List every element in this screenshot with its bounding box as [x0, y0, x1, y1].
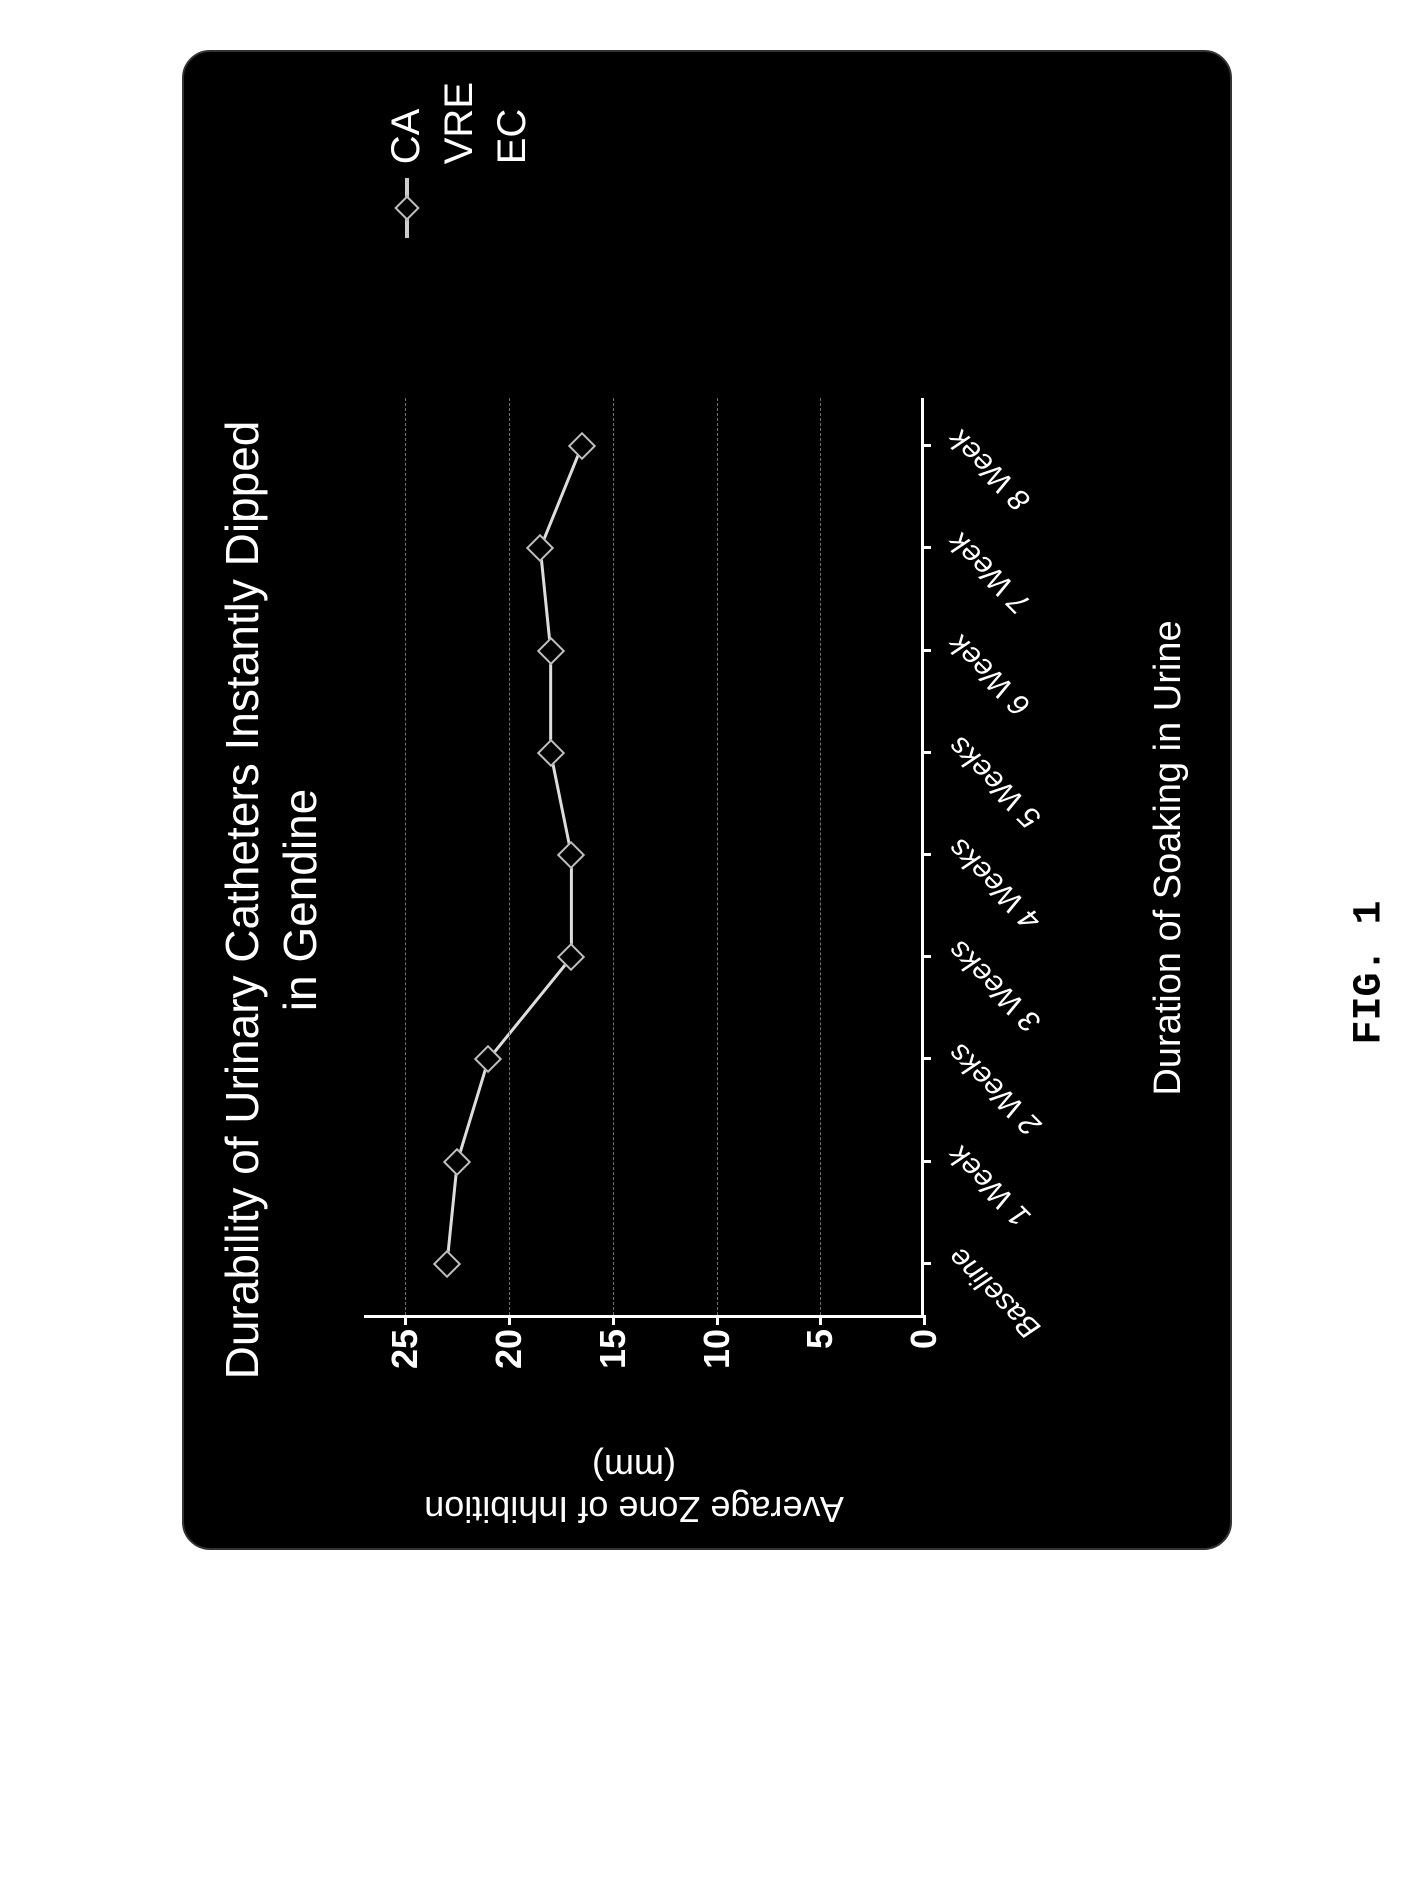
- x-tick-mark: [921, 1057, 931, 1060]
- x-axis-label: Duration of Soaking in Urine: [1147, 398, 1190, 1318]
- x-tick-text: 3 Weeks: [942, 933, 1048, 1039]
- chart-container: Durability of Urinary Catheters Instantl…: [182, 50, 1232, 1550]
- x-tick-text: 1 Week: [942, 1138, 1038, 1234]
- x-tick-text: 7 Week: [942, 524, 1038, 620]
- legend-label-ca: CA: [384, 109, 429, 165]
- x-tick-text: Baseline: [942, 1240, 1047, 1345]
- y-tick-mark: [819, 1315, 822, 1325]
- gridline: [820, 398, 821, 1315]
- y-tick-label: 20: [488, 1329, 530, 1369]
- y-tick-label: 0: [903, 1329, 945, 1349]
- page: Durability of Urinary Catheters Instantl…: [0, 0, 1414, 1898]
- gridline: [405, 398, 406, 1315]
- x-tick-mark: [921, 444, 931, 447]
- y-tick-mark: [404, 1315, 407, 1325]
- y-tick-mark: [612, 1315, 615, 1325]
- x-tick-text: 8 Week: [942, 422, 1038, 518]
- gridline: [717, 398, 718, 1315]
- y-tick-label: 25: [384, 1329, 426, 1369]
- y-tick-label: 5: [799, 1329, 841, 1349]
- figure-label: FIG. 1: [1348, 873, 1393, 1073]
- x-tick-mark: [921, 649, 931, 652]
- y-tick-mark: [923, 1315, 926, 1325]
- chart-title: Durability of Urinary Catheters Instantl…: [214, 252, 329, 1548]
- chart-title-line2: in Gendine: [274, 789, 326, 1012]
- series-svg: [364, 395, 924, 1315]
- y-axis-label-line2: (mm): [354, 1446, 914, 1488]
- y-tick-label: 15: [592, 1329, 634, 1369]
- x-tick-text: 5 Weeks: [942, 729, 1048, 835]
- legend-item-ec: EC: [490, 82, 535, 238]
- legend-label-ec: EC: [490, 109, 535, 165]
- x-tick-mark: [921, 751, 931, 754]
- chart-title-line1: Durability of Urinary Catheters Instantl…: [216, 421, 268, 1380]
- gridline: [613, 398, 614, 1315]
- x-tick-text: 2 Weeks: [942, 1035, 1048, 1141]
- legend-item-ca: CA: [384, 82, 429, 238]
- diamond-icon: [394, 196, 419, 221]
- x-tick-mark: [921, 546, 931, 549]
- plot-area: 0510152025Baseline1 Week2 Weeks3 Weeks4 …: [364, 398, 924, 1318]
- legend: CA VRE EC: [384, 82, 543, 238]
- x-tick-text: 6 Week: [942, 627, 1038, 723]
- x-tick-mark: [921, 1160, 931, 1163]
- y-axis-label-line1: Average Zone of Inhibition: [354, 1488, 914, 1530]
- gridline: [509, 398, 510, 1315]
- legend-marker-ca: [405, 178, 409, 238]
- x-tick-mark: [921, 1262, 931, 1265]
- legend-item-vre: VRE: [437, 82, 482, 238]
- y-tick-mark: [716, 1315, 719, 1325]
- y-tick-label: 10: [696, 1329, 738, 1369]
- legend-label-vre: VRE: [437, 82, 482, 164]
- y-tick-mark: [508, 1315, 511, 1325]
- x-tick-mark: [921, 955, 931, 958]
- x-tick-mark: [921, 853, 931, 856]
- x-tick-text: 4 Weeks: [942, 831, 1048, 937]
